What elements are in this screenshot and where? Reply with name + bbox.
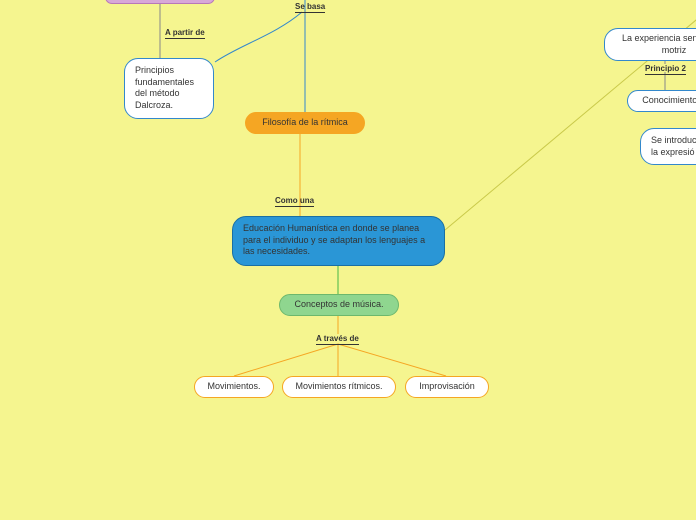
label-atraves: A través de	[316, 334, 359, 345]
node-principios[interactable]: Principios fundamentales del método Dalc…	[124, 58, 214, 119]
node-improv[interactable]: Improvisación	[405, 376, 489, 398]
node-topbox[interactable]	[105, 0, 215, 4]
node-filosofia[interactable]: Filosofía de la rítmica	[245, 112, 365, 134]
label-sebasa: Se basa	[295, 2, 325, 13]
label-apartir: A partir de	[165, 28, 205, 39]
node-movrit[interactable]: Movimientos rítmicos.	[282, 376, 396, 398]
node-mov[interactable]: Movimientos.	[194, 376, 274, 398]
node-conocimiento[interactable]: Conocimiento i	[627, 90, 696, 112]
node-educacion[interactable]: Educación Humanística en donde se planea…	[232, 216, 445, 266]
node-experiencia[interactable]: La experiencia sensorial y motriz	[604, 28, 696, 61]
label-principio2: Principio 2	[645, 64, 686, 75]
node-introduce[interactable]: Se introduce la expresió	[640, 128, 696, 165]
label-comouna: Como una	[275, 196, 314, 207]
node-conceptos[interactable]: Conceptos de música.	[279, 294, 399, 316]
